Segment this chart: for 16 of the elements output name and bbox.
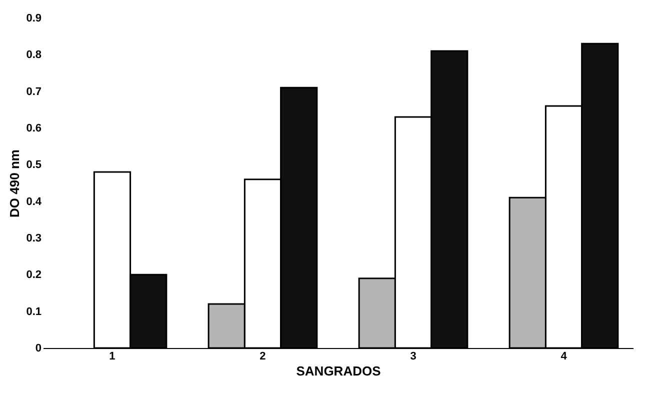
y-axis-title: DO 490 nm	[7, 150, 22, 218]
x-tick-label: 3	[410, 350, 416, 362]
y-tick-label: 0.4	[26, 196, 42, 208]
y-tick-label: 0.5	[26, 159, 42, 172]
x-tick-label: 2	[260, 350, 266, 362]
y-tick-label: 0.1	[26, 306, 42, 318]
x-tick-label: 4	[560, 350, 568, 362]
y-tick-label: 0.9	[26, 12, 42, 24]
y-tick-label: 0.2	[26, 269, 42, 282]
x-axis-title: SANGRADOS	[296, 364, 382, 378]
y-tick-label: 0.6	[26, 122, 42, 134]
y-tick-label: 0.7	[26, 86, 42, 98]
y-tick-label: 0.8	[26, 49, 42, 62]
x-tick-label: 1	[109, 350, 116, 362]
y-tick-label: 0.3	[26, 232, 42, 244]
y-tick-label: 0	[35, 342, 42, 354]
